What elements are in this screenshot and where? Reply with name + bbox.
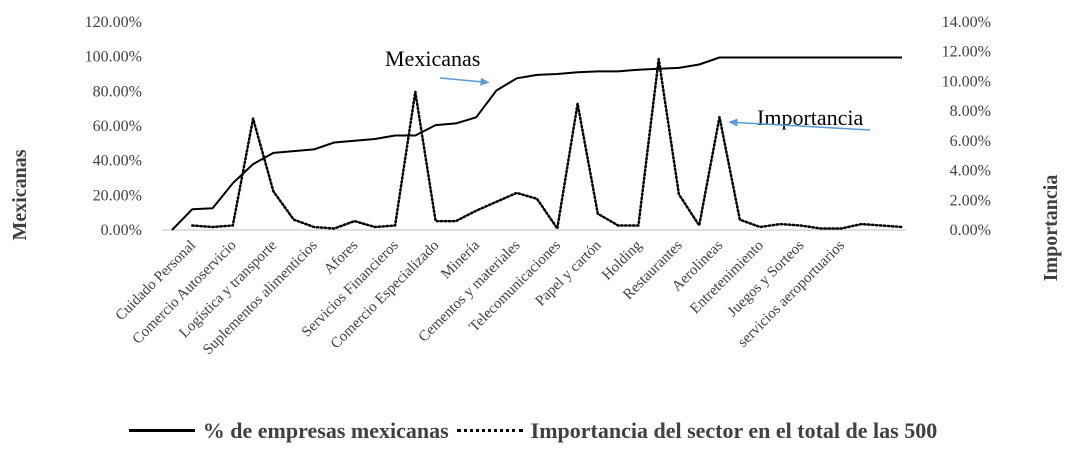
left-tick-label: 100.00%: [85, 49, 142, 66]
left-tick-label: 40.00%: [93, 153, 142, 170]
left-tick-label: 80.00%: [93, 83, 142, 100]
annotation-mexicanas: Mexicanas: [385, 46, 480, 71]
legend-solid-line-key: [128, 429, 195, 433]
right-tick-label: 0.00%: [950, 222, 991, 239]
left-tick-label: 60.00%: [93, 118, 142, 135]
right-tick-label: 6.00%: [950, 133, 991, 150]
right-axis-ticks: 0.00% 2.00% 4.00% 6.00% 8.00% 10.00% 12.00% 14.…: [942, 14, 991, 239]
right-tick-label: 4.00%: [950, 163, 991, 180]
legend: % de empresas mexicanas Importancia del s…: [0, 418, 1066, 444]
right-tick-label: 8.00%: [950, 103, 991, 120]
chart-canvas: 0.00% 20.00% 40.00% 60.00% 80.00% 100.00% 120.…: [9, 14, 1062, 358]
mexicanas-series-line: [171, 56, 902, 231]
legend-label-mexicanas: % de empresas mexicanas: [202, 418, 449, 443]
right-tick-label: 14.00%: [942, 14, 991, 31]
annotations: Mexicanas Importancia: [385, 46, 871, 131]
right-tick-label: 10.00%: [942, 73, 991, 90]
annotation-arrow-mexicanas: [439, 77, 490, 86]
annotation-arrow-importancia: [728, 118, 871, 131]
left-tick-label: 20.00%: [93, 187, 142, 204]
legend-dotted-line-key: [456, 429, 523, 433]
left-tick-label: 0.00%: [101, 222, 142, 239]
right-axis-title: Importancia: [1040, 175, 1062, 282]
annotation-importancia: Importancia: [757, 105, 864, 130]
left-axis-title: Mexicanas: [9, 149, 31, 240]
right-tick-label: 2.00%: [950, 192, 991, 209]
series-layer: [171, 56, 904, 231]
legend-label-importancia: Importancia del sector en el total de la…: [530, 418, 938, 443]
importancia-series-line: [191, 57, 904, 230]
left-axis-ticks: 0.00% 20.00% 40.00% 60.00% 80.00% 100.00% 120.…: [85, 14, 142, 239]
left-tick-label: 120.00%: [85, 14, 142, 31]
right-tick-label: 12.00%: [942, 44, 991, 61]
